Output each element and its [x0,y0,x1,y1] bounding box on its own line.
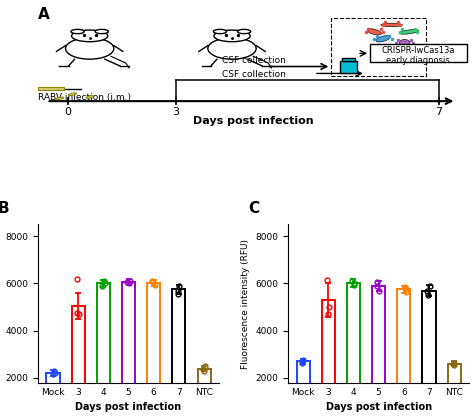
Bar [397,290,410,416]
Bar [38,87,64,90]
X-axis label: Days post infection: Days post infection [326,402,432,412]
Bar [31,87,36,91]
Text: B: B [0,201,9,216]
Ellipse shape [68,93,77,96]
Text: C: C [248,201,259,216]
Ellipse shape [381,23,402,27]
Text: CSF collection: CSF collection [222,70,285,79]
Text: 3: 3 [173,107,180,117]
Bar [370,45,467,62]
Bar [147,283,160,416]
Bar [72,306,85,416]
Bar [297,362,310,416]
Text: CSF collection: CSF collection [222,56,285,65]
Text: Days post infection: Days post infection [193,116,314,126]
Ellipse shape [376,36,390,42]
Bar [447,364,461,416]
Ellipse shape [55,97,64,100]
X-axis label: Days post infection: Days post infection [75,402,182,412]
Bar [331,18,426,76]
Bar [198,369,210,416]
Bar [97,283,110,416]
Circle shape [237,30,251,34]
Ellipse shape [399,40,410,47]
Ellipse shape [399,30,419,34]
Text: A: A [38,7,50,22]
Bar [422,290,436,416]
Circle shape [214,30,250,42]
Bar [46,373,60,416]
Bar [122,282,135,416]
Circle shape [95,30,109,34]
Ellipse shape [65,38,114,59]
Bar [372,286,385,416]
Ellipse shape [367,29,382,35]
Bar [347,283,360,416]
Circle shape [72,30,108,42]
Circle shape [213,30,227,34]
Bar [342,58,355,61]
Ellipse shape [208,38,256,59]
Bar [322,300,335,416]
Text: CRISPR-lwCas13a
early diagnosis: CRISPR-lwCas13a early diagnosis [382,46,455,65]
Y-axis label: Fluorescence intensity (RFU): Fluorescence intensity (RFU) [241,238,250,369]
Text: RABV injection (i.m.): RABV injection (i.m.) [38,93,131,102]
Text: 7: 7 [436,107,443,117]
Bar [173,290,185,416]
Bar [340,61,357,74]
Ellipse shape [86,96,93,99]
Circle shape [71,30,84,34]
Text: 0: 0 [64,107,72,117]
